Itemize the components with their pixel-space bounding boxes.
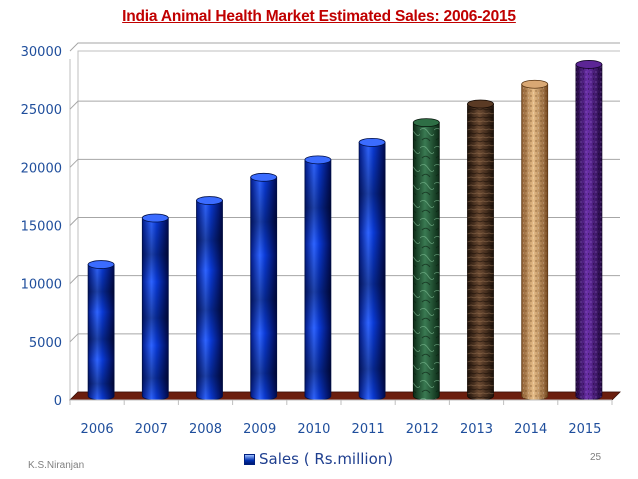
x-tick-label: 2015 bbox=[568, 422, 601, 437]
bar-cap bbox=[196, 196, 223, 205]
bar-2007 bbox=[141, 213, 169, 401]
x-tick-label: 2013 bbox=[460, 422, 493, 437]
bar-2010 bbox=[304, 155, 332, 401]
bar-texture bbox=[196, 200, 223, 400]
bar-2014 bbox=[521, 79, 549, 401]
bar-cap bbox=[304, 155, 332, 165]
bar-cap bbox=[412, 118, 440, 128]
x-tick-label: 2007 bbox=[135, 422, 168, 437]
bar-texture bbox=[575, 64, 602, 400]
bar-2006 bbox=[87, 260, 115, 401]
x-tick-label: 2011 bbox=[352, 422, 385, 437]
bar-texture bbox=[250, 177, 277, 400]
bar-2013 bbox=[467, 99, 494, 401]
bar-texture bbox=[142, 218, 169, 400]
legend-label: Sales ( Rs.million) bbox=[259, 450, 394, 468]
y-tick-label: 15000 bbox=[21, 220, 62, 235]
bar-2009 bbox=[250, 172, 278, 401]
bar-texture bbox=[467, 104, 494, 401]
page-number: 25 bbox=[590, 452, 602, 463]
bar-texture bbox=[304, 159, 331, 400]
gridline bbox=[69, 100, 620, 110]
bar-texture bbox=[521, 84, 548, 400]
y-tick-label: 25000 bbox=[21, 103, 62, 118]
y-tick-label: 30000 bbox=[21, 45, 62, 60]
x-tick-label: 2008 bbox=[189, 422, 222, 437]
y-tick-label: 0 bbox=[54, 394, 62, 409]
legend-swatch bbox=[244, 453, 255, 465]
chart-legend: Sales ( Rs.million) bbox=[244, 450, 393, 468]
author-footer: K.S.Niranjan bbox=[28, 460, 85, 471]
y-tick-label: 5000 bbox=[29, 336, 62, 351]
bar-cap bbox=[250, 172, 278, 182]
y-tick-label: 20000 bbox=[21, 161, 62, 176]
bar-texture bbox=[88, 264, 115, 400]
bar-cap bbox=[87, 260, 115, 269]
bar-cap bbox=[358, 137, 386, 147]
bar-2008 bbox=[196, 196, 223, 401]
bar-cap bbox=[575, 60, 603, 69]
x-tick-label: 2006 bbox=[81, 422, 114, 437]
bar-2015 bbox=[575, 60, 603, 401]
x-tick-label: 2014 bbox=[514, 422, 547, 437]
bar-cap bbox=[141, 213, 169, 223]
x-tick-label: 2012 bbox=[406, 422, 439, 437]
chart-title: India Animal Health Market Estimated Sal… bbox=[122, 8, 516, 25]
gridline bbox=[69, 42, 620, 52]
x-tick-label: 2010 bbox=[297, 422, 330, 437]
y-tick-label: 10000 bbox=[21, 278, 62, 293]
bar-texture bbox=[413, 122, 440, 400]
bar-2012 bbox=[412, 118, 440, 401]
bar-2011 bbox=[358, 137, 386, 401]
bar-cap bbox=[521, 79, 549, 89]
bar-cap bbox=[467, 99, 494, 109]
x-tick-label: 2009 bbox=[243, 422, 276, 437]
bar-texture bbox=[359, 142, 386, 401]
